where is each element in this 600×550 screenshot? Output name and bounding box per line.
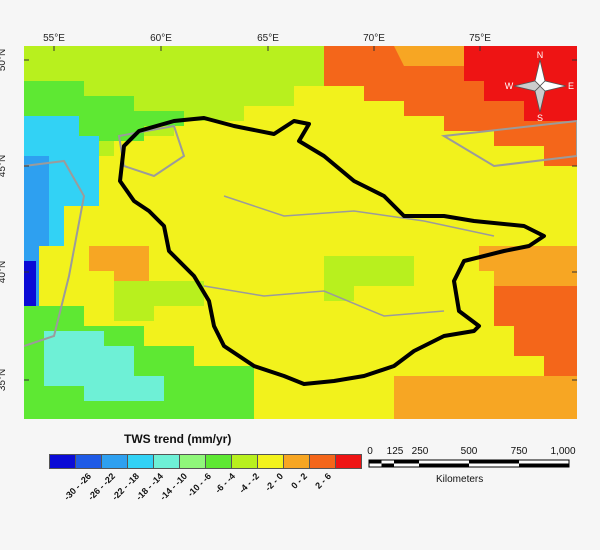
trend-zone-west-orange bbox=[89, 246, 149, 286]
legend-swatch bbox=[127, 454, 154, 469]
legend-swatch bbox=[283, 454, 310, 469]
trend-zone-central-lgreen bbox=[324, 256, 414, 301]
legend-class-label: -4 - -2 bbox=[237, 471, 262, 496]
graticule-ticks bbox=[24, 46, 577, 381]
border-line bbox=[203, 285, 445, 317]
scale-bar-graphic bbox=[368, 459, 570, 468]
border-line bbox=[223, 195, 495, 237]
map-frame: N S E W bbox=[24, 46, 577, 419]
legend-swatch bbox=[179, 454, 206, 469]
legend-swatch bbox=[257, 454, 284, 469]
lon-label-60: 60°E bbox=[150, 33, 172, 44]
scale-unit-label: Kilometers bbox=[436, 474, 484, 485]
basin-boundary bbox=[118, 116, 546, 386]
legend-class-label: -2 - 0 bbox=[263, 471, 286, 493]
trend-zone-sw-aqua bbox=[44, 331, 164, 401]
trend-zone-east-orange bbox=[494, 281, 577, 381]
trend-zone-west-lgreen bbox=[114, 281, 204, 321]
lat-label-40: 40°N bbox=[0, 260, 8, 284]
compass-rose: N S E W bbox=[505, 50, 574, 123]
compass-s: S bbox=[537, 113, 543, 123]
scale-tick-250: 250 bbox=[411, 446, 429, 457]
lat-label-35: 35°N bbox=[0, 368, 8, 392]
legend-class-label: 0 - 2 bbox=[289, 471, 310, 491]
lat-label-50: 50°N bbox=[0, 48, 8, 72]
scale-tick-750: 750 bbox=[510, 446, 528, 457]
trend-zone-ne-red bbox=[464, 46, 577, 121]
legend-swatch bbox=[205, 454, 232, 469]
scale-tick-0: 0 bbox=[367, 446, 373, 457]
trend-map: N S E W bbox=[24, 46, 577, 419]
scale-tick-125: 125 bbox=[386, 446, 404, 457]
compass-n: N bbox=[537, 50, 544, 60]
lon-label-75: 75°E bbox=[469, 33, 491, 44]
legend-swatch bbox=[309, 454, 336, 469]
legend-class-label: 2 - 6 bbox=[313, 471, 334, 491]
legend-swatch bbox=[75, 454, 102, 469]
coast-outline bbox=[24, 159, 86, 347]
lon-label-65: 65°E bbox=[257, 33, 279, 44]
legend-swatch bbox=[153, 454, 180, 469]
lon-label-70: 70°E bbox=[363, 33, 385, 44]
scale-tick-1000: 1,000 bbox=[550, 446, 576, 457]
scale-tick-500: 500 bbox=[460, 446, 478, 457]
legend-swatch bbox=[231, 454, 258, 469]
lon-label-55: 55°E bbox=[43, 33, 65, 44]
legend-colorbar bbox=[49, 454, 362, 469]
legend-swatch bbox=[49, 454, 76, 469]
lat-label-45: 45°N bbox=[0, 154, 8, 178]
trend-zone-south-orange bbox=[394, 376, 577, 419]
compass-e: E bbox=[568, 81, 574, 91]
compass-w: W bbox=[505, 81, 514, 91]
legend-title: TWS trend (mm/yr) bbox=[124, 432, 232, 446]
legend-class-label: -6 - -4 bbox=[213, 471, 238, 496]
legend-swatch bbox=[335, 454, 362, 469]
legend-class-label: -10 - -6 bbox=[185, 471, 214, 499]
compass-needle-west bbox=[513, 80, 541, 92]
legend-swatch bbox=[101, 454, 128, 469]
lake-outline-east bbox=[440, 119, 577, 168]
trend-zone-east-light bbox=[479, 246, 577, 286]
